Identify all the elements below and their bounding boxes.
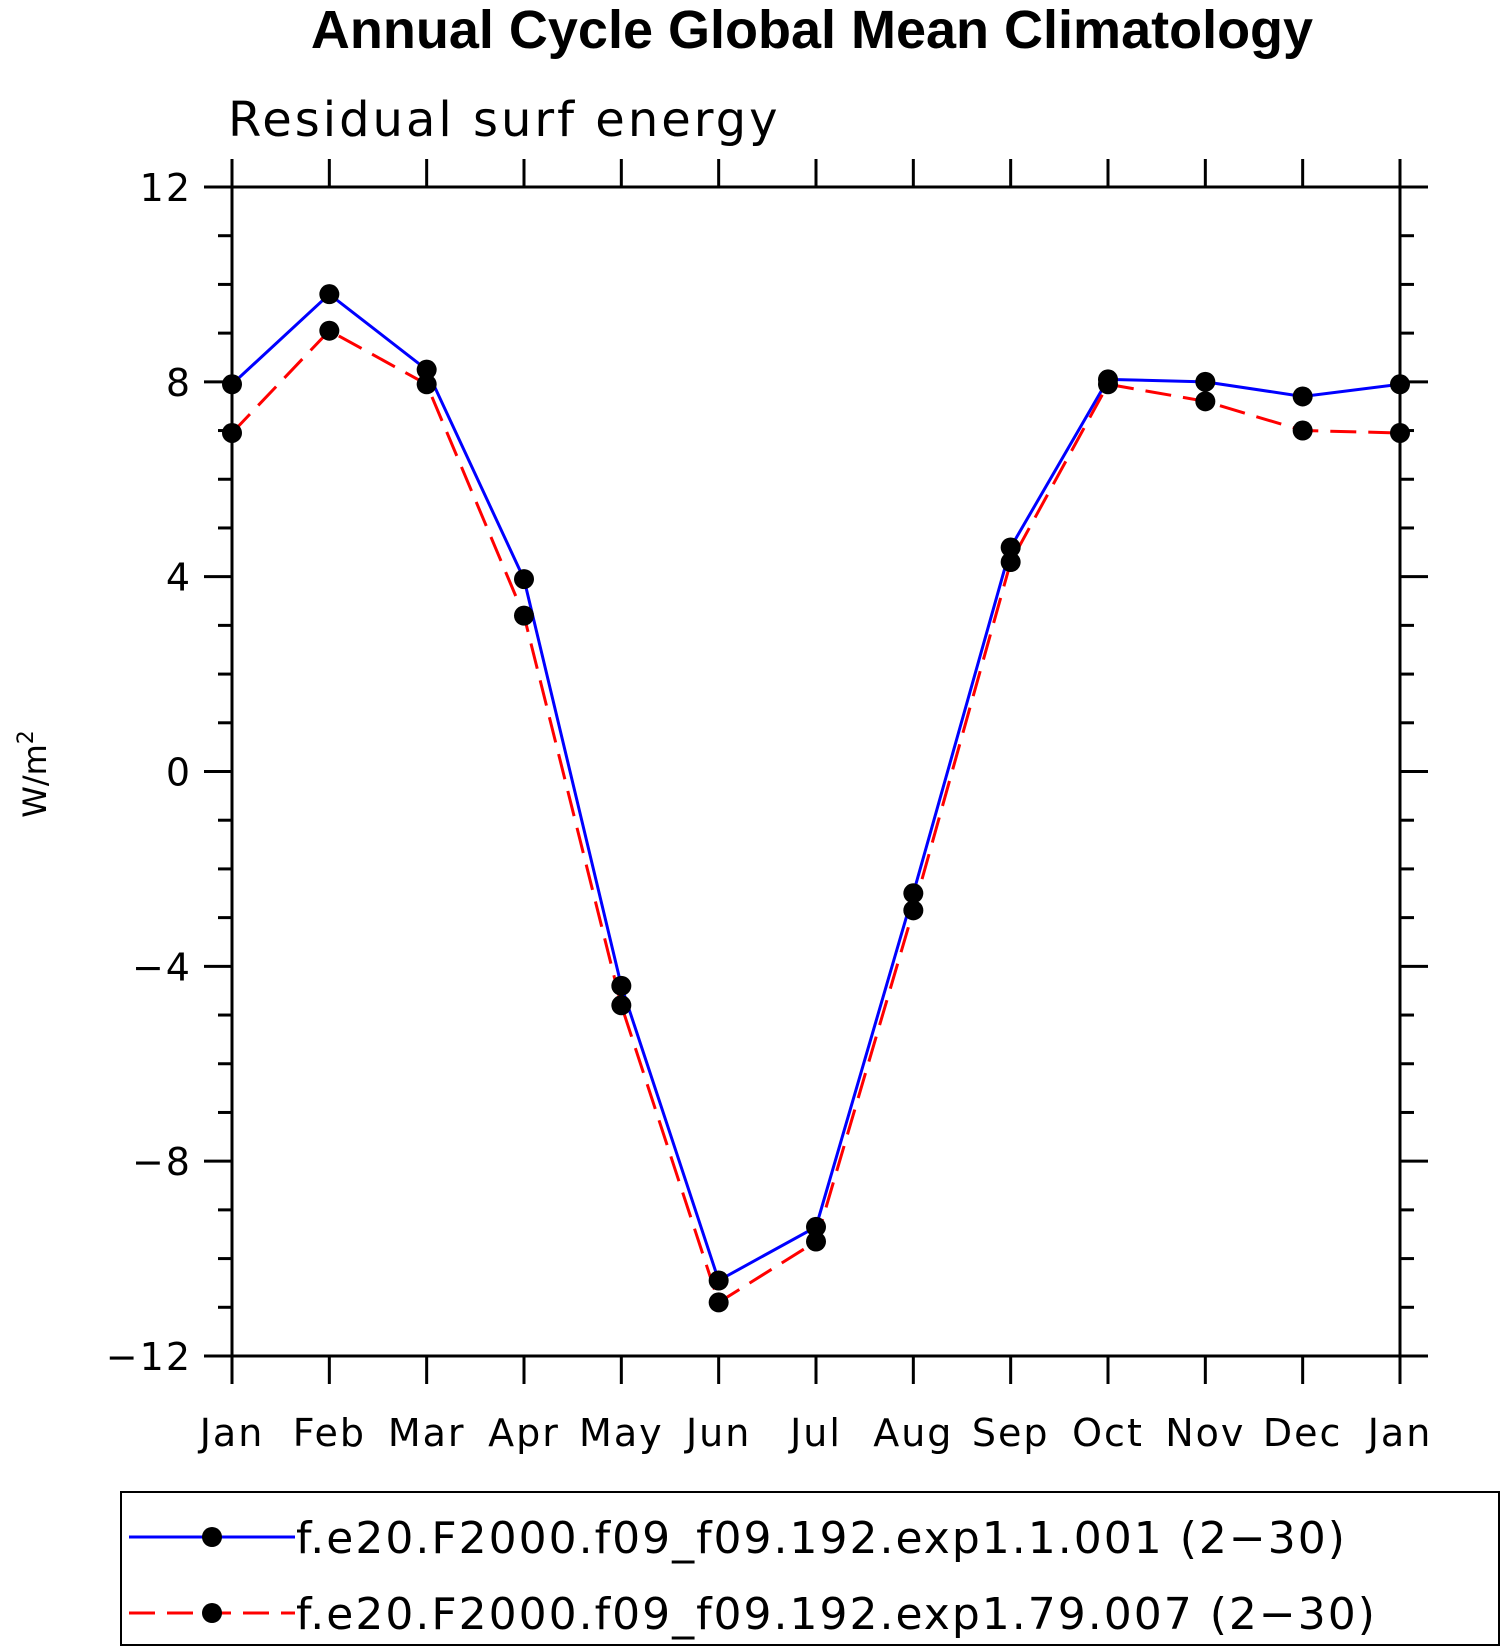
- series-2-point: [1390, 422, 1410, 443]
- series-2-point: [1000, 552, 1021, 573]
- legend-label-2: f.e20.F2000.f09_f09.192.exp1.79.007 (2−3…: [296, 1589, 1377, 1640]
- series-1-point: [1390, 374, 1410, 395]
- y-tick-label: 12: [140, 166, 192, 210]
- y-tick-label: 4: [166, 556, 192, 600]
- series-2-point: [514, 605, 534, 626]
- axis-ticks: [204, 159, 1428, 1384]
- y-tick-label: 0: [166, 751, 192, 795]
- series-line-2: [230, 328, 1401, 1305]
- x-tick-label: Mar: [388, 1411, 466, 1455]
- series-2-point: [1292, 420, 1313, 441]
- series-1-point: [416, 359, 437, 380]
- svg-text:W/m2: W/m2: [14, 730, 54, 818]
- x-tick-label: Feb: [293, 1411, 366, 1455]
- y-tick-label: −4: [132, 945, 192, 989]
- y-axis-label-text: W/m: [16, 744, 54, 818]
- series-1-point: [514, 569, 534, 590]
- x-tick-label: Jan: [198, 1411, 265, 1455]
- x-tick-label: May: [579, 1411, 664, 1455]
- x-tick-label: Sep: [972, 1411, 1050, 1455]
- series-2-point: [416, 374, 437, 395]
- series-2-point: [611, 995, 632, 1016]
- series-1-point: [222, 374, 242, 395]
- legend-marker-2: [202, 1603, 222, 1623]
- x-tick-label: Jun: [684, 1411, 751, 1455]
- x-tick-label: Dec: [1263, 1411, 1343, 1455]
- series-1-point: [611, 975, 632, 996]
- legend-marker-1: [202, 1527, 222, 1547]
- series-2-point: [708, 1292, 729, 1313]
- x-tick-label: Aug: [873, 1411, 953, 1455]
- legend-box: [120, 1491, 1500, 1646]
- y-axis-label-superscript: 2: [14, 730, 39, 744]
- y-tick-label: 8: [166, 361, 192, 405]
- x-tick-label: Apr: [488, 1411, 560, 1455]
- chart-title: Annual Cycle Global Mean Climatology: [311, 0, 1313, 60]
- y-tick-labels: 12 8 4 0 −4 −8 −12: [106, 166, 192, 1379]
- series-2-point: [903, 900, 924, 921]
- x-tick-label: Oct: [1072, 1411, 1144, 1455]
- series-markers: [222, 284, 1410, 1313]
- series-2-point: [222, 422, 242, 443]
- series-lines: [230, 292, 1401, 1305]
- series-1-point: [806, 1216, 826, 1237]
- legend-label-1: f.e20.F2000.f09_f09.192.exp1.1.001 (2−30…: [296, 1513, 1347, 1564]
- series-1-point: [708, 1270, 729, 1291]
- y-tick-label: −8: [132, 1140, 192, 1184]
- plot-frame: [230, 185, 1402, 1358]
- series-line-1: [230, 292, 1401, 1283]
- y-tick-label: −12: [106, 1335, 192, 1379]
- x-tick-label: Jan: [1366, 1411, 1433, 1455]
- x-tick-label: Jul: [788, 1411, 842, 1455]
- series-1-point: [1195, 371, 1216, 392]
- series-2-point: [806, 1231, 826, 1252]
- series-1-point: [903, 883, 924, 904]
- series-2-point: [1195, 391, 1216, 412]
- series-2-point: [1098, 374, 1118, 395]
- series-1-point: [319, 284, 340, 305]
- series-1-point: [1000, 537, 1021, 558]
- x-tick-label: Nov: [1165, 1411, 1245, 1455]
- x-tick-labels: Jan Feb Mar Apr May Jun Jul Aug Sep Oct Nov Dec Jan: [198, 1411, 1433, 1455]
- legend: f.e20.F2000.f09_f09.192.exp1.1.001 (2−30…: [120, 1491, 1500, 1646]
- y-axis-label: W/m2: [14, 730, 54, 818]
- chart-subtitle: Residual surf energy: [228, 92, 781, 148]
- series-2-point: [319, 320, 340, 341]
- series-1-point: [1292, 386, 1313, 407]
